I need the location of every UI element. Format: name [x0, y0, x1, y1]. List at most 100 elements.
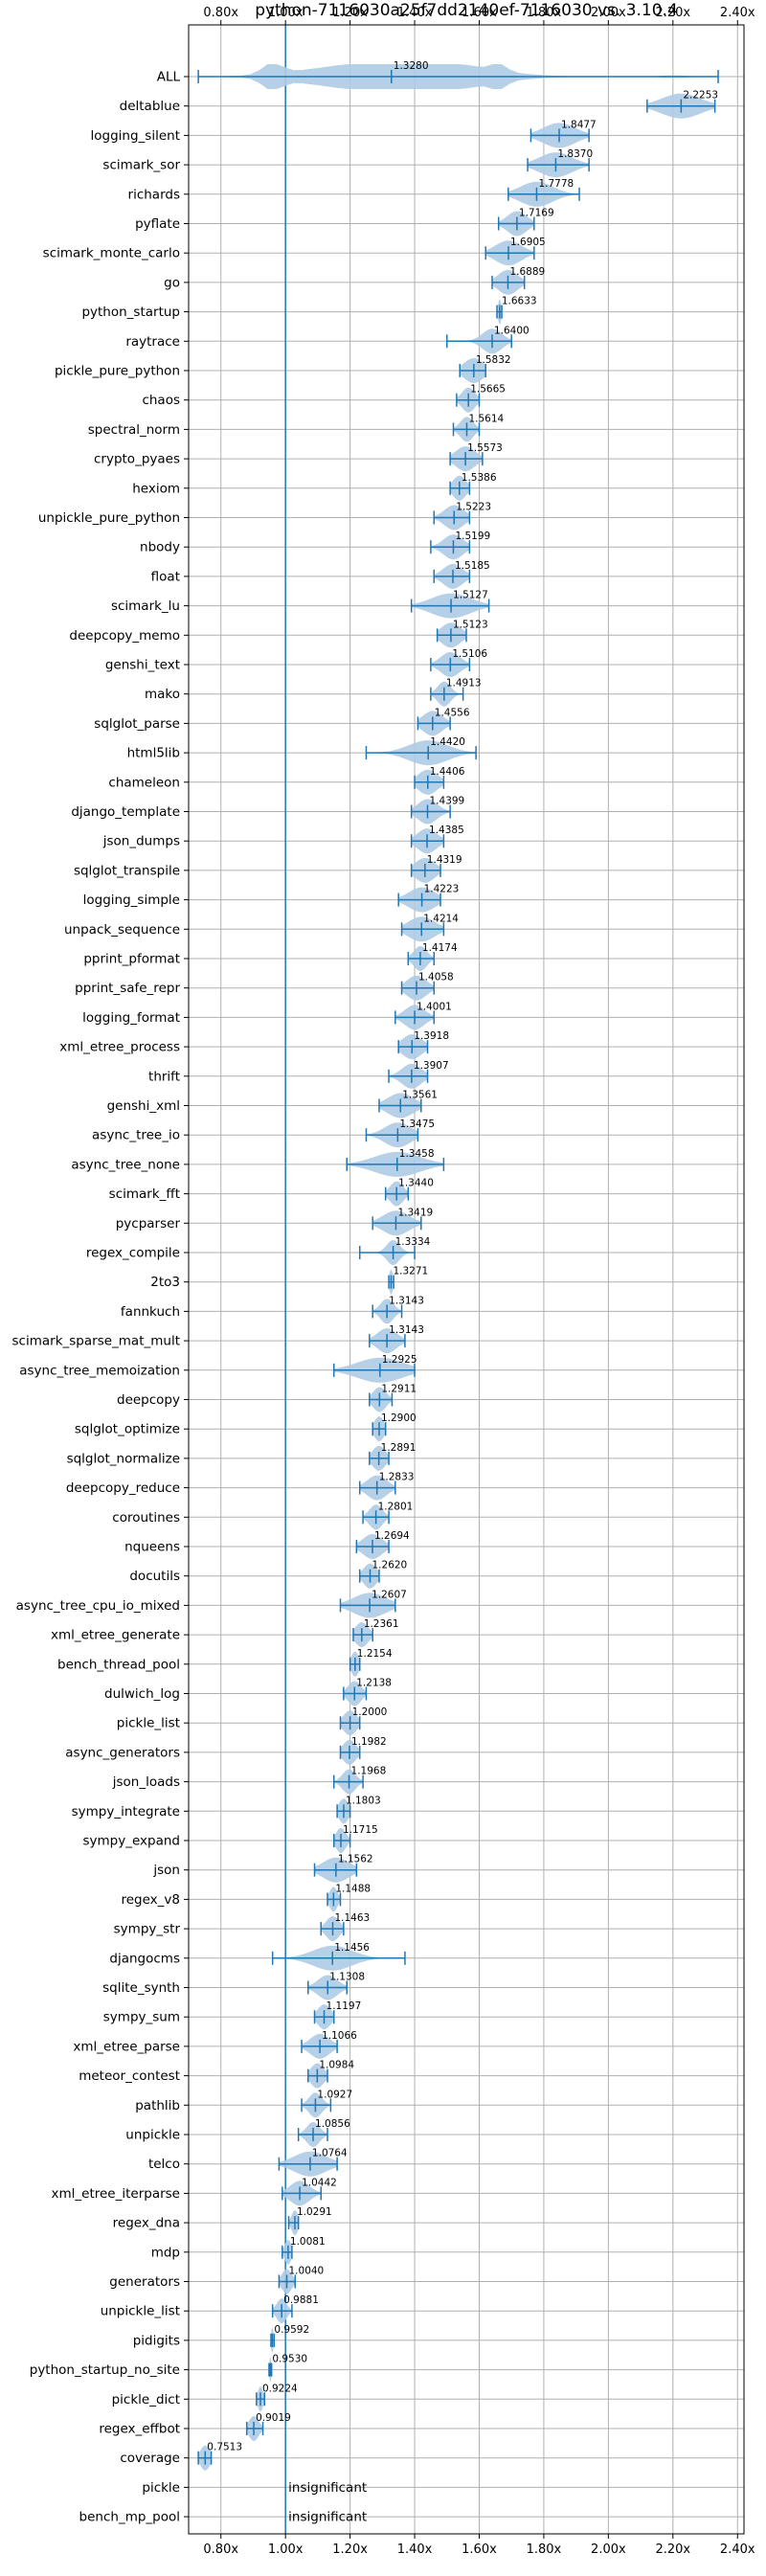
y-tick-label: bench_mp_pool [79, 2510, 180, 2525]
y-tick-label: regex_effbot [99, 2422, 180, 2437]
y-tick-label: xml_etree_parse [73, 2039, 180, 2054]
chart-title: python-7116030a25f7dd2140ef-7116030 vs. … [255, 1, 678, 20]
data-label: 1.4319 [427, 854, 462, 866]
y-tick-label: python_startup_no_site [30, 2362, 180, 2378]
data-label: 1.2154 [357, 1648, 393, 1660]
y-tick-label: deepcopy_memo [69, 628, 180, 644]
data-label: 1.0764 [312, 2148, 348, 2159]
y-tick-label: sqlglot_normalize [67, 1451, 180, 1466]
insignificant-label: insignificant [288, 2480, 367, 2496]
data-label: 2.2253 [683, 90, 718, 102]
data-label: 1.2911 [381, 1384, 417, 1395]
x-tick-label-bottom: 0.80x [203, 2542, 238, 2557]
y-tick-label: sympy_sum [103, 2010, 180, 2025]
data-label: 1.4556 [435, 707, 470, 718]
data-label: 0.7513 [207, 2442, 242, 2453]
y-tick-label: 2to3 [150, 1275, 180, 1290]
data-label: 1.2833 [379, 1472, 415, 1483]
data-label: 1.5614 [468, 413, 504, 424]
data-label: 1.4174 [422, 942, 458, 954]
data-label: 1.3334 [395, 1236, 431, 1248]
y-tick-label: pickle_list [117, 1716, 180, 1731]
data-label: 1.4406 [430, 766, 465, 778]
y-tick-label: thrift [148, 1069, 180, 1084]
data-label: 1.1308 [329, 1972, 365, 1983]
data-label: 1.5573 [467, 442, 503, 454]
y-tick-label: json_dumps [102, 834, 180, 849]
data-label: 1.1488 [335, 1883, 371, 1894]
y-tick-label: float [151, 569, 180, 584]
data-label: 1.2620 [372, 1560, 408, 1571]
y-tick-label: logging_simple [83, 893, 180, 908]
data-label: 1.4001 [417, 1001, 452, 1012]
y-tick-label: chameleon [108, 775, 180, 790]
data-label: 1.4214 [423, 913, 459, 924]
y-tick-label: hexiom [132, 481, 180, 496]
x-tick-label-top: 2.40x [720, 6, 755, 20]
y-tick-label: mdp [151, 2245, 180, 2260]
y-tick-label: python_startup [81, 305, 180, 320]
y-tick-label: spectral_norm [88, 422, 180, 438]
x-tick-label-bottom: 1.40x [397, 2542, 433, 2557]
data-label: 1.6633 [502, 296, 537, 307]
y-tick-label: async_tree_io [92, 1128, 180, 1143]
y-tick-label: coroutines [112, 1510, 180, 1525]
data-label: 1.3143 [389, 1295, 424, 1306]
y-tick-label: sqlite_synth [102, 1980, 180, 1996]
data-label: 1.5665 [470, 384, 506, 395]
data-label: 1.2801 [378, 1501, 414, 1512]
data-label: 1.4223 [424, 884, 460, 895]
x-tick-label-bottom: 1.20x [332, 2542, 368, 2557]
violins [197, 64, 719, 2471]
y-tick-label: pickle_dict [112, 2392, 180, 2407]
data-label: 1.8477 [561, 119, 597, 130]
data-label: 1.1968 [351, 1766, 387, 1777]
y-tick-label: pidigits [133, 2333, 180, 2348]
data-label: 1.5199 [455, 531, 490, 542]
data-label: 1.2900 [381, 1412, 417, 1424]
data-label: 1.3918 [414, 1030, 449, 1042]
x-tick-label-top: 1.40x [397, 6, 433, 20]
y-tick-label: sympy_integrate [72, 1804, 180, 1819]
y-tick-label: telco [148, 2157, 180, 2172]
data-label: 1.5185 [455, 560, 490, 572]
insignificant-label: insignificant [288, 2510, 367, 2525]
y-tick-label: scimark_sor [102, 158, 180, 173]
y-tick-label: dulwich_log [104, 1686, 180, 1702]
data-label: 1.1463 [334, 1912, 370, 1924]
data-label: 1.2891 [381, 1442, 417, 1454]
data-label: 1.1066 [322, 2030, 357, 2042]
data-label: 1.3143 [389, 1324, 424, 1336]
x-tick-label-top: 1.00x [268, 6, 304, 20]
y-tick-label: sympy_str [114, 1922, 181, 1937]
x-tick-label-top: 1.20x [332, 6, 368, 20]
data-labels: 1.3280 2.2253 1.8477 1.8370 1.7778 1.7169 1.69… [207, 60, 718, 2525]
y-tick-label: pyflate [135, 216, 180, 232]
data-label: 1.1715 [343, 1824, 378, 1836]
data-label: 1.1562 [338, 1854, 373, 1865]
data-label: 1.1982 [351, 1736, 387, 1748]
data-label: 1.3458 [399, 1148, 435, 1160]
data-label: 1.5223 [456, 502, 491, 513]
y-tick-label: django_template [71, 804, 180, 820]
data-label: 1.1456 [334, 1942, 370, 1954]
data-label: 1.1197 [327, 2000, 362, 2012]
y-tick-label: sqlglot_optimize [75, 1422, 180, 1437]
data-label: 1.2925 [382, 1354, 417, 1366]
data-label: 1.3419 [397, 1207, 433, 1218]
y-tick-label: coverage [120, 2451, 180, 2466]
x-tick-label-bottom: 1.80x [527, 2542, 562, 2557]
y-tick-label: generators [109, 2274, 180, 2290]
y-tick-label: scimark_monte_carlo [43, 246, 180, 261]
y-tick-label: scimark_fft [109, 1186, 180, 1202]
data-label: 1.3475 [399, 1119, 435, 1130]
x-axis-top: 0.80x 1.00x 1.20x 1.40x 1.60x 1.80x 2.00x 2.20x… [203, 6, 755, 25]
y-tick-label: sqlglot_parse [94, 716, 180, 732]
y-tick-label: genshi_text [105, 658, 180, 673]
y-tick-label: pprint_pformat [83, 952, 180, 967]
data-label: 1.5832 [476, 354, 511, 366]
y-tick-label: raytrace [125, 334, 180, 350]
y-tick-label: deepcopy_reduce [66, 1480, 180, 1496]
y-tick-label: djangocms [109, 1951, 180, 1966]
data-label: 1.0442 [302, 2177, 337, 2188]
